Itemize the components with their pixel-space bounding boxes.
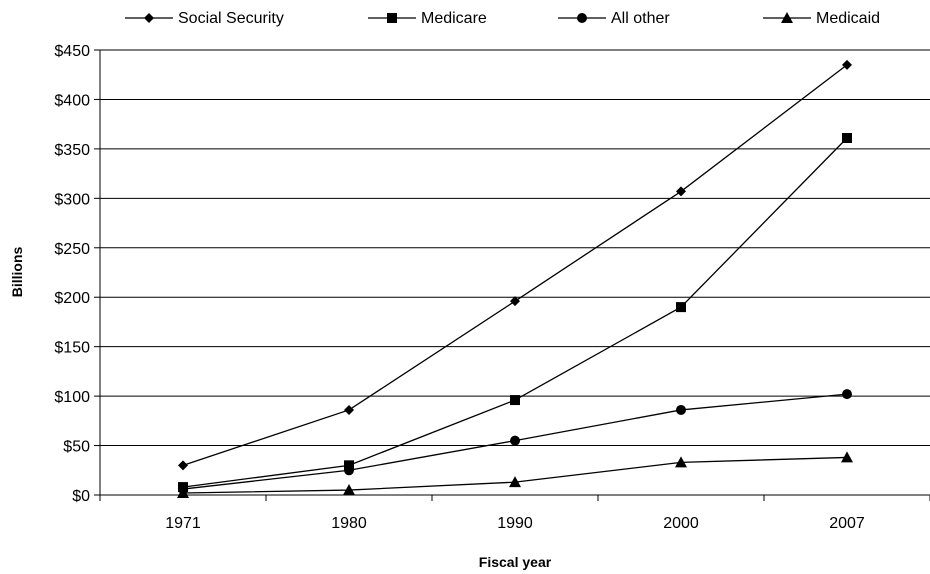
y-tick-label: $250: [54, 241, 90, 258]
axes: [100, 50, 930, 495]
data-point: [510, 395, 520, 405]
data-point: [344, 465, 354, 475]
data-point: [842, 389, 852, 399]
legend-entry: Medicaid: [763, 10, 880, 27]
legend-entry: Social Security: [125, 10, 284, 27]
legend-marker: [577, 13, 587, 23]
y-tick-label: $50: [63, 439, 90, 456]
data-point: [842, 60, 852, 70]
legend-label: Medicaid: [816, 10, 880, 27]
y-tick-label: $300: [54, 191, 90, 208]
x-tick-label: 2000: [663, 515, 699, 532]
data-point: [842, 133, 852, 143]
series-line: [183, 138, 847, 487]
y-axis-ticks: $0 $50 $100 $150 $200 $250 $300 $350 $400 $450: [54, 43, 100, 505]
legend-entry: Medicare: [368, 10, 487, 27]
legend: Social Security Medicare All other Medicaid: [125, 10, 880, 27]
data-point: [676, 186, 686, 196]
y-tick-label: $200: [54, 290, 90, 307]
x-tick-label: 1990: [497, 515, 533, 532]
y-tick-label: $0: [72, 488, 90, 505]
x-axis-label: Fiscal year: [479, 554, 552, 570]
data-point: [178, 460, 188, 470]
x-axis-ticks: 1971 1980 1990 2000 2007: [100, 495, 930, 532]
legend-label: All other: [611, 10, 670, 27]
series-social-security: [178, 60, 852, 471]
y-tick-label: $350: [54, 142, 90, 159]
data-point: [510, 436, 520, 446]
series-line: [183, 457, 847, 493]
y-tick-label: $450: [54, 43, 90, 60]
y-tick-label: $400: [54, 92, 90, 109]
y-tick-label: $150: [54, 340, 90, 357]
y-tick-label: $100: [54, 389, 90, 406]
series-group: [177, 60, 853, 498]
x-tick-label: 1971: [165, 515, 201, 532]
data-point: [676, 405, 686, 415]
x-tick-label: 2007: [829, 515, 865, 532]
y-axis-label: Billions: [9, 247, 25, 298]
data-point: [344, 405, 354, 415]
legend-label: Medicare: [421, 10, 487, 27]
legend-marker: [387, 13, 397, 23]
series-line: [183, 65, 847, 466]
legend-label: Social Security: [178, 10, 284, 27]
data-point: [676, 302, 686, 312]
legend-marker: [144, 13, 154, 23]
x-tick-label: 1980: [331, 515, 367, 532]
legend-entry: All other: [558, 10, 670, 27]
gridlines: [100, 50, 930, 446]
